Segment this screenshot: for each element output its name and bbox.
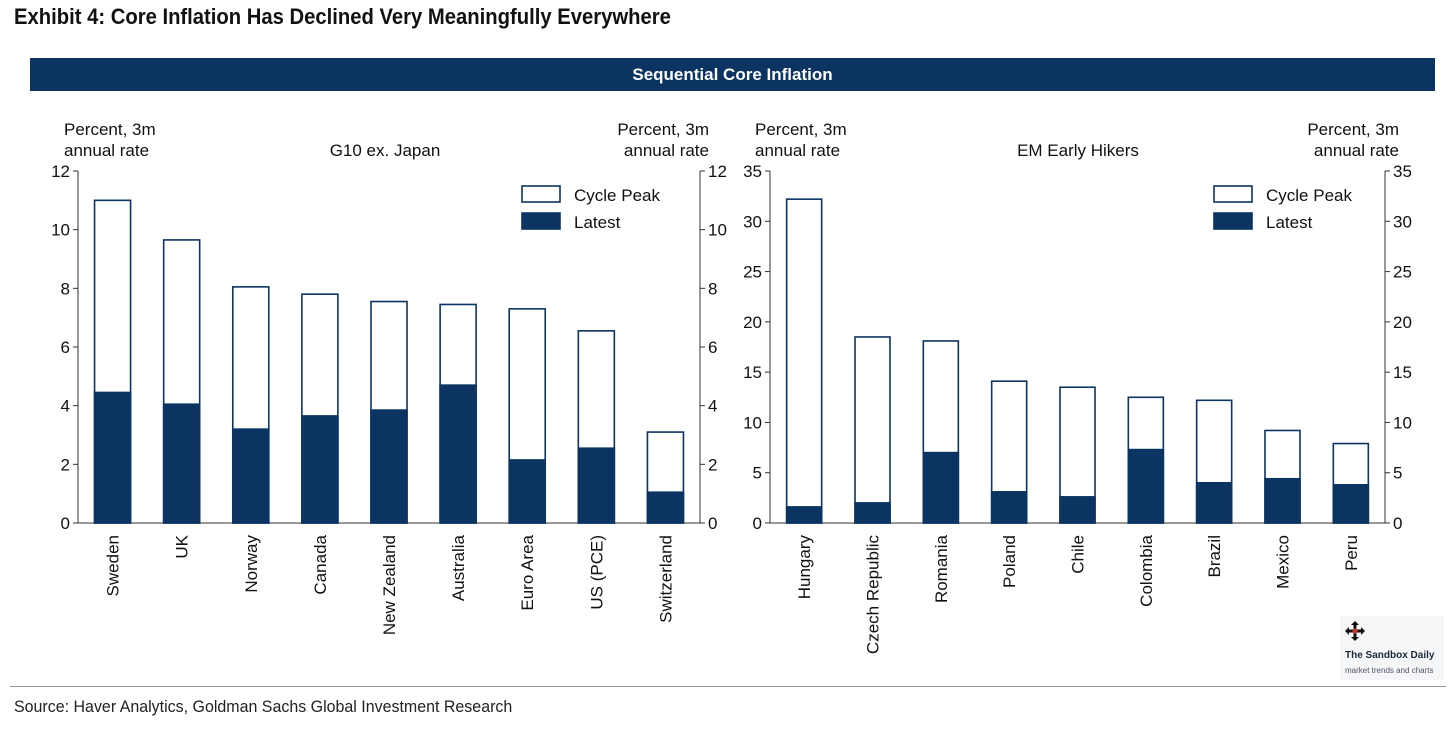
x-category-label: Euro Area bbox=[518, 534, 537, 610]
legend-label-latest: Latest bbox=[1266, 213, 1313, 232]
y-tick-label-left: 10 bbox=[51, 221, 70, 240]
bar-latest bbox=[301, 415, 339, 524]
y-tick-label-left: 6 bbox=[61, 338, 70, 357]
footer-divider bbox=[10, 686, 1446, 687]
y-tick-label-left: 30 bbox=[743, 212, 762, 231]
bar-latest bbox=[646, 491, 685, 524]
x-category-label: Sweden bbox=[104, 535, 123, 596]
chart-panel-1: Percent, 3m annual rate Percent, 3m annual … bbox=[51, 120, 727, 635]
bar-latest bbox=[1264, 477, 1301, 524]
brand-tagline: market trends and charts bbox=[1345, 666, 1434, 675]
brand-logo[interactable]: The Sandbox Daily market trends and char… bbox=[1340, 616, 1444, 680]
x-category-label: Czech Republic bbox=[864, 535, 883, 655]
y-tick-label-right: 0 bbox=[1393, 514, 1402, 533]
y-tick-label-right: 10 bbox=[708, 221, 727, 240]
y-axis-label-left: Percent, 3m bbox=[755, 120, 847, 139]
x-category-label: US (PCE) bbox=[587, 535, 606, 610]
source-note: Source: Haver Analytics, Goldman Sachs G… bbox=[14, 697, 513, 716]
y-tick-label-right: 10 bbox=[1393, 413, 1412, 432]
bar-cycle-peak bbox=[854, 336, 891, 524]
x-category-label: Norway bbox=[242, 535, 261, 593]
legend-label-cycle-peak: Cycle Peak bbox=[574, 186, 660, 205]
bar-latest bbox=[162, 403, 201, 524]
y-tick-label-right: 12 bbox=[708, 162, 727, 181]
y-tick-label-left: 10 bbox=[743, 413, 762, 432]
y-tick-label-right: 5 bbox=[1393, 464, 1402, 483]
legend-swatch-latest bbox=[1213, 212, 1253, 230]
x-category-label: Canada bbox=[311, 534, 330, 594]
legend-label-latest: Latest bbox=[574, 213, 621, 232]
bar-latest bbox=[439, 384, 477, 524]
y-axis-label-left: annual rate bbox=[755, 141, 840, 160]
y-axis-label-left: Percent, 3m bbox=[64, 120, 156, 139]
brand-name: The Sandbox Daily bbox=[1345, 650, 1435, 661]
y-tick-label-left: 0 bbox=[61, 514, 70, 533]
y-axis-label-right: annual rate bbox=[1314, 141, 1399, 160]
panel-title: EM Early Hikers bbox=[1017, 141, 1139, 160]
y-tick-label-left: 35 bbox=[743, 162, 762, 181]
x-category-label: Australia bbox=[449, 534, 468, 601]
x-category-label: Chile bbox=[1069, 535, 1088, 574]
y-tick-label-left: 8 bbox=[61, 279, 70, 298]
y-axis-label-right: Percent, 3m bbox=[1307, 120, 1399, 139]
x-category-label: Peru bbox=[1342, 535, 1361, 571]
bar-latest bbox=[93, 391, 132, 524]
x-category-label: Poland bbox=[1000, 535, 1019, 588]
y-tick-label-right: 35 bbox=[1393, 162, 1412, 181]
bar-latest bbox=[231, 428, 270, 524]
bar-cycle-peak bbox=[785, 198, 823, 524]
bar-latest bbox=[577, 447, 616, 524]
bar-latest bbox=[1332, 483, 1370, 524]
panel-title: G10 ex. Japan bbox=[330, 141, 441, 160]
y-tick-label-right: 2 bbox=[708, 455, 717, 474]
x-category-label: Brazil bbox=[1205, 535, 1224, 578]
bar-latest bbox=[1059, 496, 1096, 524]
y-axis-label-left: annual rate bbox=[64, 141, 149, 160]
y-tick-label-left: 2 bbox=[61, 455, 70, 474]
x-category-label: Switzerland bbox=[656, 535, 675, 623]
legend-label-cycle-peak: Cycle Peak bbox=[1266, 186, 1352, 205]
bar-latest bbox=[785, 506, 823, 524]
y-tick-label-left: 15 bbox=[743, 363, 762, 382]
y-tick-label-left: 4 bbox=[61, 397, 70, 416]
y-tick-label-right: 30 bbox=[1393, 212, 1412, 231]
bar-latest bbox=[854, 502, 891, 524]
x-category-label: Mexico bbox=[1274, 535, 1293, 589]
y-tick-label-right: 25 bbox=[1393, 263, 1412, 282]
y-tick-label-right: 6 bbox=[708, 338, 717, 357]
x-category-label: Hungary bbox=[795, 535, 814, 600]
legend-swatch-latest bbox=[521, 212, 561, 230]
y-tick-label-right: 15 bbox=[1393, 363, 1412, 382]
y-axis-label-right: annual rate bbox=[624, 141, 709, 160]
bar-latest bbox=[1127, 448, 1165, 524]
x-category-label: UK bbox=[173, 534, 192, 558]
x-category-label: New Zealand bbox=[380, 535, 399, 635]
chart-panel-2: Percent, 3m annual rate Percent, 3m annual … bbox=[743, 120, 1412, 654]
legend-swatch-cycle-peak bbox=[521, 185, 561, 203]
y-tick-label-right: 0 bbox=[708, 514, 717, 533]
x-category-label: Romania bbox=[932, 534, 951, 603]
bar-latest bbox=[508, 459, 547, 524]
y-tick-label-right: 8 bbox=[708, 279, 717, 298]
y-axis-label-right: Percent, 3m bbox=[617, 120, 709, 139]
y-tick-label-left: 25 bbox=[743, 263, 762, 282]
y-tick-label-left: 0 bbox=[753, 514, 762, 533]
x-category-label: Colombia bbox=[1137, 534, 1156, 606]
y-tick-label-right: 20 bbox=[1393, 313, 1412, 332]
exhibit-title: Exhibit 4: Core Inflation Has Declined V… bbox=[14, 4, 671, 29]
move-arrows-icon bbox=[1345, 621, 1365, 641]
chart-banner-title: Sequential Core Inflation bbox=[30, 58, 1435, 91]
bar-latest bbox=[922, 451, 960, 524]
bar-latest bbox=[370, 409, 408, 524]
bar-latest bbox=[990, 491, 1028, 524]
y-tick-label-left: 20 bbox=[743, 313, 762, 332]
legend-swatch-cycle-peak bbox=[1213, 185, 1253, 203]
y-tick-label-left: 12 bbox=[51, 162, 70, 181]
bar-latest bbox=[1195, 481, 1233, 524]
y-tick-label-left: 5 bbox=[753, 464, 762, 483]
y-tick-label-right: 4 bbox=[708, 397, 717, 416]
